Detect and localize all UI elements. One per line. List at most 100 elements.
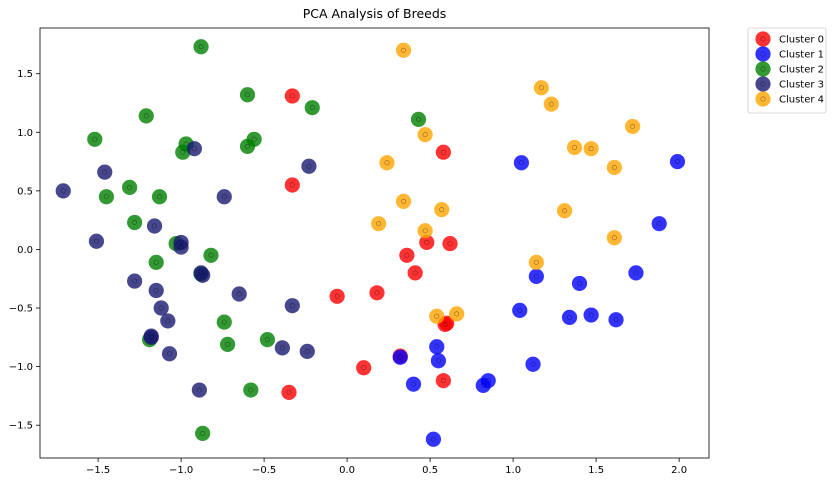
point-cluster-4-17 — [449, 306, 465, 322]
point-cluster-1-3 — [528, 268, 544, 284]
legend-marker — [755, 61, 771, 77]
point-cluster-3-21 — [161, 346, 178, 362]
point-cluster-3-8 — [173, 239, 189, 255]
y-tick-label: 1.0 — [17, 128, 33, 139]
point-cluster-1-15 — [475, 377, 491, 393]
point-cluster-1-0 — [513, 155, 530, 171]
x-tick-label: 0.0 — [339, 465, 355, 476]
point-cluster-2-13 — [127, 214, 143, 231]
point-cluster-4-13 — [417, 223, 433, 239]
legend-label: Cluster 4 — [779, 95, 824, 106]
point-cluster-3-3 — [301, 158, 317, 174]
y-tick-label: −1.0 — [9, 362, 33, 373]
point-cluster-3-14 — [284, 298, 300, 314]
point-cluster-3-16 — [160, 313, 176, 329]
point-cluster-2-22 — [243, 382, 259, 398]
legend-marker — [755, 91, 771, 107]
legend-label: Cluster 1 — [779, 50, 824, 61]
point-cluster-2-15 — [203, 247, 219, 263]
point-cluster-3-19 — [274, 340, 290, 356]
plot-area — [55, 39, 686, 447]
point-cluster-1-12 — [392, 349, 408, 365]
point-cluster-0-6 — [407, 265, 423, 281]
legend-marker — [755, 76, 771, 92]
point-cluster-2-0 — [193, 39, 209, 55]
point-cluster-0-5 — [442, 235, 458, 252]
y-tick-label: 0.5 — [17, 186, 33, 197]
legend-item-cluster-3: Cluster 3 — [755, 76, 824, 92]
point-cluster-2-3 — [138, 108, 154, 124]
point-cluster-0-13 — [435, 373, 451, 389]
point-cluster-4-2 — [543, 96, 559, 112]
point-cluster-4-7 — [606, 159, 622, 176]
point-cluster-4-11 — [556, 203, 573, 219]
legend-item-cluster-1: Cluster 1 — [755, 46, 824, 62]
point-cluster-4-3 — [625, 118, 641, 135]
point-cluster-1-5 — [571, 275, 588, 292]
point-cluster-2-9 — [410, 111, 427, 127]
x-tick-label: 2.0 — [671, 465, 687, 476]
point-cluster-3-4 — [216, 189, 232, 205]
point-cluster-4-9 — [395, 193, 412, 210]
point-cluster-1-17 — [425, 431, 442, 447]
point-cluster-0-7 — [329, 288, 345, 304]
legend-label: Cluster 3 — [779, 80, 824, 91]
point-cluster-0-3 — [399, 247, 415, 263]
point-cluster-2-18 — [216, 314, 232, 330]
point-cluster-3-18 — [143, 329, 159, 345]
point-cluster-1-9 — [608, 312, 624, 328]
point-cluster-3-15 — [153, 300, 169, 316]
point-cluster-2-4 — [87, 131, 103, 147]
legend-item-cluster-4: Cluster 4 — [755, 91, 824, 107]
point-cluster-3-1 — [97, 164, 113, 180]
x-axis: −1.5 −1.0 −0.5 0.0 0.5 1.0 1.5 2.0 — [86, 458, 687, 476]
point-cluster-4-4 — [417, 127, 433, 143]
point-cluster-0-2 — [435, 144, 451, 160]
legend-item-cluster-0: Cluster 0 — [755, 31, 824, 47]
point-cluster-0-14 — [281, 384, 297, 400]
point-cluster-4-8 — [379, 155, 395, 171]
point-cluster-2-16 — [148, 254, 164, 270]
x-tick-label: 0.5 — [422, 465, 438, 476]
x-tick-label: −1.0 — [169, 465, 193, 476]
legend-label: Cluster 2 — [779, 65, 824, 76]
point-cluster-1-11 — [430, 353, 447, 369]
y-tick-label: −1.5 — [9, 421, 33, 432]
point-cluster-2-12 — [151, 189, 168, 205]
point-cluster-4-15 — [528, 254, 544, 270]
point-cluster-4-6 — [583, 141, 599, 157]
point-cluster-3-6 — [88, 233, 105, 249]
y-tick-label: −0.5 — [9, 304, 33, 315]
point-cluster-2-2 — [304, 100, 320, 116]
x-tick-label: −0.5 — [252, 465, 276, 476]
legend-marker — [755, 46, 771, 62]
x-tick-label: 1.0 — [505, 465, 521, 476]
point-cluster-1-2 — [651, 216, 667, 232]
point-cluster-4-0 — [395, 42, 412, 58]
point-cluster-4-1 — [533, 80, 549, 96]
point-cluster-3-5 — [146, 218, 163, 234]
point-cluster-0-8 — [369, 285, 385, 301]
point-cluster-1-1 — [669, 153, 686, 170]
point-cluster-3-13 — [231, 286, 247, 302]
point-cluster-3-20 — [299, 343, 315, 359]
point-cluster-0-0 — [284, 88, 300, 104]
point-cluster-1-8 — [583, 307, 599, 323]
point-cluster-3-0 — [55, 183, 71, 199]
point-cluster-3-22 — [191, 382, 207, 398]
legend-marker — [755, 31, 771, 47]
plot-frame — [39, 27, 710, 459]
legend: Cluster 0 Cluster 1 Cluster 2 Cluster 3 Clus… — [747, 27, 827, 114]
point-cluster-0-12 — [356, 360, 372, 376]
legend-item-cluster-2: Cluster 2 — [755, 61, 824, 77]
legend-label: Cluster 0 — [779, 35, 824, 46]
point-cluster-2-11 — [98, 189, 115, 205]
point-cluster-2-10 — [122, 179, 138, 195]
point-cluster-3-11 — [127, 273, 143, 289]
point-cluster-3-10 — [195, 267, 211, 283]
point-cluster-1-4 — [628, 265, 644, 281]
point-cluster-1-13 — [525, 356, 541, 372]
point-cluster-4-12 — [371, 216, 387, 232]
point-cluster-4-10 — [434, 202, 450, 218]
